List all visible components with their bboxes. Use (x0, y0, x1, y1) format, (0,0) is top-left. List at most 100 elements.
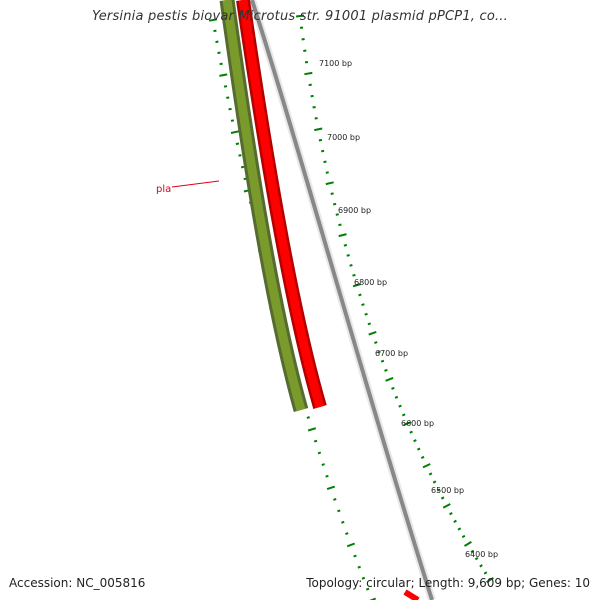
ruler-minor-tick (413, 439, 417, 443)
ruler-minor-tick (335, 213, 339, 216)
ruler-minor-tick (238, 154, 242, 157)
ruler-minor-tick (391, 386, 395, 390)
ruler-minor-tick (303, 49, 307, 52)
ruler-minor-tick (306, 416, 311, 419)
ruler-minor-tick (240, 165, 245, 169)
ruler-label-6500: 6500 bp (431, 486, 464, 495)
map-title: Yersinia pestis biovar Microtus str. 910… (92, 9, 508, 24)
ruler-minor-tick (364, 312, 368, 316)
cds-feature-arc (238, 0, 325, 409)
accession-text: Accession: NC_005816 (9, 576, 146, 590)
ruler-minor-tick (374, 341, 378, 345)
ruler-label-6700: 6700 bp (375, 349, 408, 358)
ruler-minor-tick (215, 40, 219, 44)
ruler-major-tick (369, 597, 377, 600)
ruler-minor-tick (365, 587, 370, 591)
ruler-minor-tick (301, 38, 305, 41)
ruler-minor-tick (461, 534, 466, 539)
backbone-tail-red (403, 589, 420, 600)
ruler-major-tick (325, 181, 334, 186)
ruler-minor-tick (470, 549, 475, 553)
ruler-major-tick (230, 130, 240, 134)
ruler-minor-tick (330, 192, 334, 195)
ruler-minor-tick (223, 85, 228, 88)
ruler-major-tick (368, 330, 377, 336)
ruler-label-6400: 6400 bp (465, 550, 498, 559)
backbone-ring-line (250, 0, 434, 600)
ruler-major-tick (385, 376, 394, 382)
ruler-major-tick (422, 463, 431, 469)
ruler-major-tick (208, 18, 218, 22)
ruler-minor-tick (377, 350, 381, 354)
ruler-minor-tick (352, 273, 356, 277)
ruler-minor-tick (474, 556, 479, 561)
ruler-minor-tick (398, 404, 402, 408)
ruler-minor-tick (318, 138, 323, 142)
ruler-minor-tick (228, 107, 232, 111)
outer-ruler-ticks (295, 14, 494, 584)
ruler-label-7100: 7100 bp (319, 59, 352, 68)
ruler-minor-tick (321, 463, 325, 467)
ruler-minor-tick (213, 29, 217, 33)
ruler-minor-tick (337, 509, 341, 513)
ruler-minor-tick (314, 117, 318, 120)
ruler-minor-tick (349, 263, 353, 267)
ruler-minor-tick (483, 571, 488, 575)
ruler-minor-tick (479, 564, 483, 568)
ruler-major-tick (442, 503, 451, 509)
ruler-minor-tick (401, 413, 406, 417)
ruler-minor-tick (346, 254, 350, 257)
ruler-minor-tick (436, 488, 441, 492)
ruler-major-tick (403, 421, 412, 427)
ruler-major-tick (463, 541, 472, 547)
ruler-minor-tick (343, 243, 348, 247)
ruler-minor-tick (361, 576, 366, 580)
ruler-minor-tick (367, 322, 372, 326)
ruler-minor-tick (394, 395, 399, 399)
ruler-minor-tick (449, 512, 453, 516)
ruler-major-tick (304, 71, 313, 76)
ruler-minor-tick (323, 160, 327, 164)
ruler-minor-tick (345, 532, 349, 536)
ruler-major-tick (326, 485, 336, 491)
ruler-minor-tick (217, 51, 221, 55)
ruler-minor-tick (341, 520, 345, 524)
ruler-minor-tick (338, 223, 342, 227)
topology-text: Topology: circular; Length: 9,609 bp; Ge… (306, 576, 590, 590)
ruler-minor-tick (333, 497, 337, 501)
pla-label-leader (171, 180, 220, 188)
ruler-major-tick (338, 233, 347, 238)
ruler-major-tick (346, 542, 356, 548)
ruler-minor-tick (358, 293, 362, 297)
ruler-minor-tick (453, 519, 457, 523)
ruler-minor-tick (420, 455, 425, 460)
ruler-minor-tick (416, 447, 421, 451)
pla-label: pla (156, 184, 171, 195)
ruler-minor-tick (357, 565, 361, 569)
ruler-minor-tick (361, 303, 365, 307)
ruler-label-7000: 7000 bp (327, 133, 360, 142)
pla-gene-arc (222, 0, 306, 412)
ruler-major-tick (307, 427, 317, 432)
ruler-label-6800: 6800 bp (354, 278, 387, 287)
ruler-minor-tick (457, 527, 462, 531)
ruler-minor-tick (440, 496, 445, 500)
ruler-label-6600: 6600 bp (401, 419, 434, 428)
ruler-minor-tick (320, 149, 325, 153)
ruler-minor-tick (313, 439, 318, 443)
ruler-minor-tick (384, 368, 388, 372)
ruler-minor-tick (312, 106, 316, 109)
ruler-major-tick (486, 576, 494, 584)
ruler-minor-tick (428, 472, 433, 476)
ruler-label-6900: 6900 bp (338, 206, 371, 215)
ruler-minor-tick (380, 359, 385, 363)
ruler-major-tick (314, 127, 323, 132)
ruler-minor-tick (235, 142, 240, 146)
ruler-minor-tick (310, 94, 314, 98)
ruler-minor-tick (226, 96, 230, 99)
ruler-minor-tick (409, 430, 413, 434)
ruler-minor-tick (325, 474, 329, 478)
ruler-minor-tick (325, 171, 329, 174)
ruler-minor-tick (230, 119, 235, 122)
ruler-minor-tick (332, 202, 337, 206)
